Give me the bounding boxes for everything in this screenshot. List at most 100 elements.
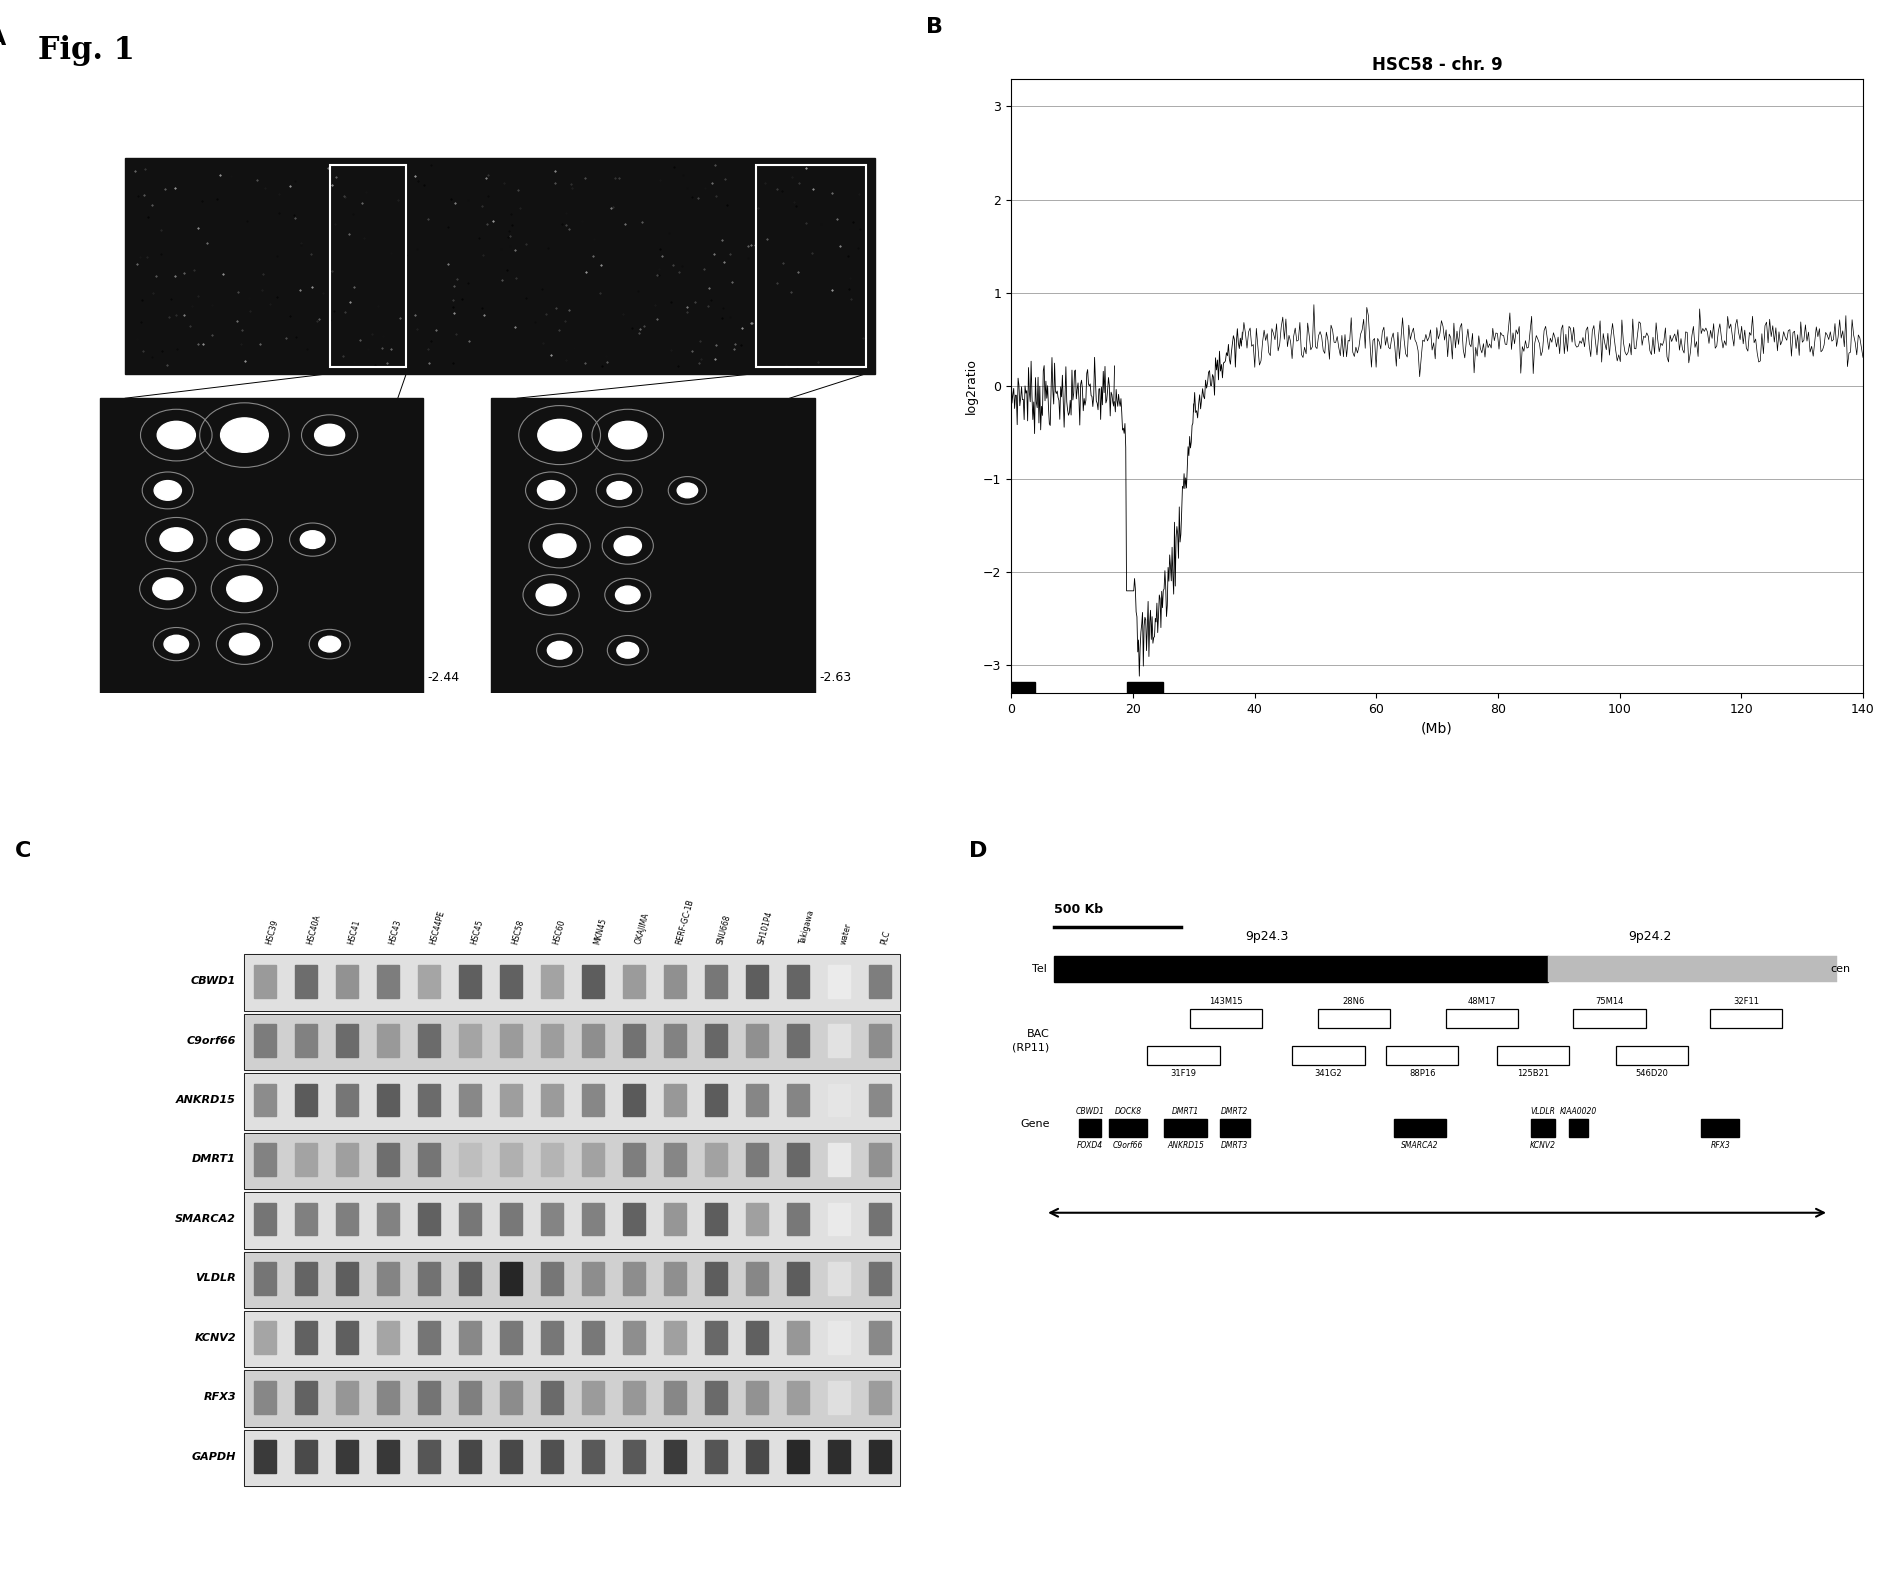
Bar (500, 1084, 523, 1117)
Circle shape (316, 424, 344, 446)
Bar (787, 965, 810, 998)
Bar (787, 1084, 810, 1117)
Circle shape (608, 421, 646, 449)
Bar (663, 1381, 686, 1414)
Bar (787, 1321, 810, 1354)
Bar (582, 1381, 605, 1414)
Bar (745, 1381, 768, 1414)
Bar (418, 1202, 441, 1235)
Bar (582, 1202, 605, 1235)
Text: GAPDH: GAPDH (192, 1452, 236, 1461)
Bar (500, 965, 523, 998)
Text: 32F11: 32F11 (1734, 998, 1758, 1005)
Bar (1574, 1009, 1646, 1029)
Bar (705, 1144, 728, 1175)
Text: 88P16: 88P16 (1409, 1068, 1435, 1078)
Bar (745, 1321, 768, 1354)
Bar (582, 1024, 605, 1057)
Text: CBWD1: CBWD1 (190, 976, 236, 987)
Bar (418, 1084, 441, 1117)
Bar (1530, 1119, 1555, 1137)
Text: KCNV2: KCNV2 (1530, 1141, 1555, 1150)
Circle shape (677, 482, 698, 498)
Circle shape (163, 635, 188, 654)
Bar (458, 1381, 481, 1414)
Text: HSC40A: HSC40A (306, 913, 323, 946)
Text: SMARCA2: SMARCA2 (1401, 1141, 1439, 1150)
Text: HSC58: HSC58 (511, 919, 527, 946)
Bar (253, 1441, 276, 1474)
Bar (295, 1441, 317, 1474)
Bar (245, 1133, 901, 1189)
Text: HSC45: HSC45 (470, 919, 485, 946)
Bar (376, 1321, 399, 1354)
Bar (869, 1202, 892, 1235)
Bar (245, 1073, 901, 1130)
Text: HSC41: HSC41 (346, 919, 363, 946)
Bar (663, 1262, 686, 1295)
Bar (99, 397, 424, 693)
Bar (1547, 957, 1838, 982)
Bar (869, 1262, 892, 1295)
Bar (253, 1321, 276, 1354)
Bar (1293, 1046, 1365, 1065)
Bar (458, 1321, 481, 1354)
Text: DMRT2: DMRT2 (1220, 1108, 1249, 1117)
Bar (253, 1024, 276, 1057)
Text: OKAJIMA: OKAJIMA (633, 911, 650, 946)
Bar (245, 1370, 901, 1426)
Circle shape (152, 578, 182, 600)
Bar (745, 1262, 768, 1295)
Bar (500, 1441, 523, 1474)
Bar (1127, 682, 1163, 693)
Bar (1395, 1119, 1445, 1137)
Bar (336, 1441, 357, 1474)
Bar (245, 955, 901, 1010)
Text: 9p24.3: 9p24.3 (1245, 930, 1289, 943)
Text: ANKRD15: ANKRD15 (177, 1095, 236, 1104)
Bar (582, 1144, 605, 1175)
Bar (500, 1381, 523, 1414)
Bar (869, 1084, 892, 1117)
Bar (253, 1084, 276, 1117)
Circle shape (538, 419, 582, 451)
Bar (458, 1441, 481, 1474)
Bar (336, 1321, 357, 1354)
Bar (253, 1262, 276, 1295)
Bar (376, 1381, 399, 1414)
Bar (582, 1084, 605, 1117)
Bar (245, 1013, 901, 1070)
Text: CBWD1: CBWD1 (1076, 1108, 1104, 1117)
Bar (624, 1381, 644, 1414)
Text: KIAA0020: KIAA0020 (1561, 1108, 1597, 1117)
Bar (295, 1321, 317, 1354)
Bar (624, 1144, 644, 1175)
Bar (418, 1321, 441, 1354)
Bar (253, 1381, 276, 1414)
Circle shape (616, 643, 639, 658)
Bar (295, 1262, 317, 1295)
Bar (705, 1202, 728, 1235)
Text: PLC: PLC (880, 930, 892, 946)
Bar (336, 1024, 357, 1057)
Bar (418, 1381, 441, 1414)
Bar (582, 1441, 605, 1474)
Bar (336, 1262, 357, 1295)
Bar (624, 1441, 644, 1474)
Bar (745, 1024, 768, 1057)
Circle shape (616, 586, 641, 603)
Bar (827, 965, 850, 998)
Bar (745, 965, 768, 998)
Bar (295, 1381, 317, 1414)
Bar (245, 1430, 901, 1486)
Text: 48M17: 48M17 (1468, 998, 1496, 1005)
Text: SMARCA2: SMARCA2 (175, 1214, 236, 1224)
Bar (376, 1441, 399, 1474)
Circle shape (160, 528, 192, 551)
Bar (500, 1144, 523, 1175)
Bar (245, 1312, 901, 1367)
Bar (705, 1321, 728, 1354)
Circle shape (158, 421, 196, 449)
Bar (329, 165, 407, 368)
Bar (540, 1321, 563, 1354)
